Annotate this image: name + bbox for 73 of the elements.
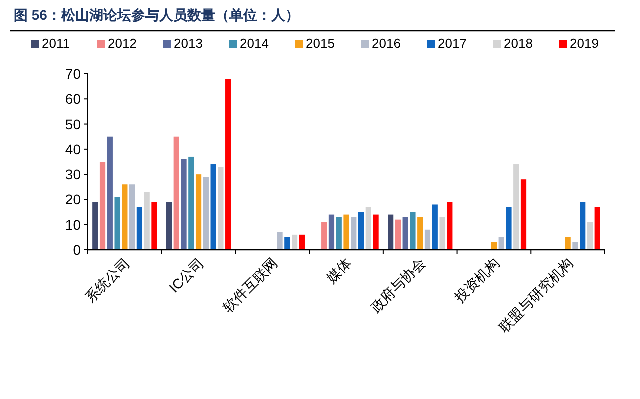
x-tick-label: 政府与协会	[368, 254, 428, 316]
bar	[152, 202, 158, 250]
bar	[572, 242, 578, 250]
legend-label: 2016	[372, 36, 401, 51]
bar	[130, 184, 136, 250]
y-tick-label: 20	[65, 192, 82, 208]
legend-label: 2018	[504, 36, 533, 51]
bar	[410, 212, 416, 250]
bar	[594, 207, 600, 250]
bar	[188, 156, 194, 250]
bar	[506, 207, 512, 250]
bar	[351, 217, 357, 250]
bar	[174, 136, 180, 250]
x-tick-label: IC公司	[166, 254, 207, 296]
y-tick-label: 0	[73, 242, 82, 258]
legend-label: 2017	[438, 36, 467, 51]
bar	[284, 237, 290, 250]
legend-label: 2015	[306, 36, 335, 51]
bar	[520, 180, 527, 250]
bar	[292, 234, 298, 250]
bar	[322, 222, 328, 250]
legend-label: 2012	[108, 36, 137, 51]
bar	[203, 177, 209, 250]
bar	[114, 197, 120, 250]
bar	[218, 167, 224, 250]
bar	[432, 204, 438, 250]
bar	[395, 220, 402, 250]
y-tick-label: 40	[65, 141, 82, 158]
bar	[580, 202, 586, 250]
bar	[402, 217, 408, 250]
legend-label: 2013	[174, 36, 203, 51]
x-tick-label: 媒体	[324, 254, 355, 286]
bar	[136, 207, 143, 250]
bar	[92, 202, 98, 250]
bar	[144, 192, 150, 250]
chart-title: 图 56：松山湖论坛参与人员数量（单位：人）	[14, 7, 300, 23]
bar	[277, 232, 283, 250]
bar	[100, 162, 106, 250]
y-tick-label: 50	[65, 116, 82, 132]
bar	[373, 214, 379, 250]
bar	[328, 214, 335, 250]
bar	[344, 214, 350, 250]
bar	[107, 136, 113, 250]
y-tick-label: 60	[65, 91, 82, 108]
bar	[565, 237, 571, 250]
legend-label: 2019	[570, 36, 599, 51]
bar	[196, 174, 202, 250]
x-tick-label: 系统公司	[82, 254, 134, 306]
bar	[440, 217, 446, 250]
x-tick-label: 投资机构	[450, 254, 502, 306]
bar	[299, 234, 305, 250]
bar	[181, 159, 187, 250]
x-tick-label: 软件互联网	[220, 254, 281, 316]
bar	[388, 214, 394, 250]
legend-label: 2014	[240, 36, 269, 51]
bar	[226, 79, 232, 250]
y-tick-label: 70	[65, 66, 82, 82]
bar	[336, 217, 342, 250]
bar	[587, 222, 594, 250]
bar	[122, 184, 128, 250]
bar	[418, 217, 424, 250]
bar	[447, 202, 453, 250]
bar	[210, 164, 216, 250]
bar	[498, 237, 504, 250]
bar	[366, 207, 372, 250]
bar	[424, 230, 431, 250]
bar	[491, 242, 498, 250]
y-tick-label: 30	[65, 166, 82, 183]
y-tick-label: 10	[65, 216, 82, 233]
bar	[166, 202, 172, 250]
bar	[514, 164, 520, 250]
bar	[358, 212, 364, 250]
legend-label: 2011	[42, 36, 70, 51]
